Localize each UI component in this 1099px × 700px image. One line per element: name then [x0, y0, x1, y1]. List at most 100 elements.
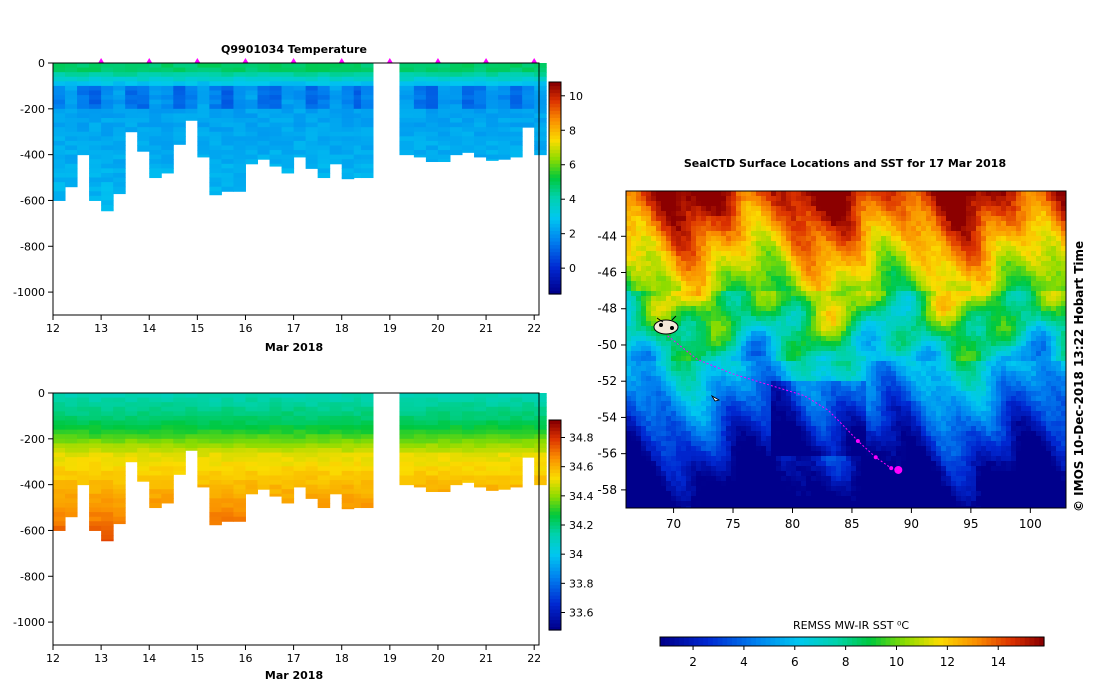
sst-cell — [881, 336, 887, 342]
sst-cell — [1056, 301, 1062, 307]
colorbar-tick-label: 33.6 — [569, 607, 594, 620]
sst-cell — [1061, 216, 1066, 222]
sst-cell — [981, 261, 987, 267]
sst-cell — [776, 211, 782, 217]
salinity-plot-frame — [52, 392, 540, 646]
section-cell — [233, 489, 246, 495]
sst-cell — [816, 276, 822, 282]
section-cell — [161, 489, 174, 495]
sst-cell — [811, 231, 817, 237]
sst-cell — [946, 281, 952, 287]
sst-cell — [916, 206, 922, 212]
sst-cell — [976, 271, 982, 277]
sst-cell — [866, 356, 872, 362]
sst-cell — [1041, 276, 1047, 282]
section-cell — [353, 145, 362, 151]
section-cell — [65, 457, 78, 463]
sst-cell — [971, 281, 977, 287]
sst-cell — [906, 231, 912, 237]
sst-cell — [731, 296, 737, 302]
sst-cell — [931, 201, 937, 207]
sst-cell — [856, 301, 862, 307]
sst-cell — [861, 296, 867, 302]
sst-cell — [761, 326, 767, 332]
sst-cell — [1036, 251, 1042, 257]
sst-cell — [936, 256, 942, 262]
section-cell — [101, 443, 114, 449]
sst-cell — [1056, 251, 1062, 257]
section-cell — [245, 99, 259, 105]
section-cell — [360, 461, 374, 467]
section-cell — [360, 493, 374, 499]
sst-cell — [696, 206, 702, 212]
sst-cell — [826, 281, 832, 287]
sst-cell — [936, 276, 942, 282]
sst-cell — [646, 291, 652, 297]
sst-cell — [696, 281, 702, 287]
section-cell — [89, 425, 102, 431]
sst-cell — [816, 301, 822, 307]
section-cell — [329, 108, 343, 114]
section-cell — [353, 498, 362, 504]
section-cell — [233, 484, 246, 490]
section-cell — [486, 447, 499, 454]
section-cell — [329, 443, 343, 449]
section-cell — [329, 415, 343, 421]
sst-cell — [861, 336, 867, 342]
section-cell — [413, 470, 427, 476]
sst-cell — [736, 351, 742, 357]
sst-cell — [1016, 286, 1022, 292]
sst-cell — [811, 271, 817, 277]
section-cell — [89, 415, 102, 421]
section-cell — [257, 397, 271, 403]
section-cell — [89, 475, 102, 481]
sst-cell — [901, 351, 907, 357]
sst-cell — [916, 236, 922, 242]
colorbar-segment — [549, 500, 561, 505]
section-cell — [293, 145, 307, 151]
sst-cell — [1056, 331, 1062, 337]
section-cell — [486, 470, 499, 476]
sst-cell — [841, 291, 847, 297]
sst-cell — [776, 311, 782, 317]
section-cell — [113, 177, 126, 183]
sst-cell — [981, 331, 987, 337]
section-cell — [53, 461, 66, 467]
section-cell — [173, 104, 186, 110]
sst-cell — [691, 261, 697, 267]
sst-cell — [801, 221, 807, 227]
sst-cell — [1026, 351, 1032, 357]
section-cell — [486, 425, 499, 431]
sst-cell — [656, 306, 662, 312]
section-cell — [317, 99, 331, 105]
sst-cell — [826, 196, 832, 202]
sst-cell — [681, 271, 687, 277]
sst-cell — [676, 241, 682, 247]
section-cell — [437, 145, 451, 151]
sst-cell — [1031, 291, 1037, 297]
sst-cell — [851, 316, 857, 322]
sst-cell — [936, 326, 942, 332]
section-cell — [149, 415, 162, 421]
sst-cell — [921, 356, 927, 362]
sst-cell — [1046, 231, 1052, 237]
sst-cell — [811, 261, 817, 267]
sst-cell — [1026, 246, 1032, 252]
sst-cell — [1021, 321, 1027, 327]
sst-cell — [1061, 201, 1066, 207]
sst-cell — [731, 276, 737, 282]
sst-cell — [891, 191, 897, 197]
section-cell — [281, 85, 295, 91]
x-tick-label: 12 — [46, 322, 60, 335]
sst-cell — [836, 256, 842, 262]
sst-cell — [861, 236, 867, 242]
sst-cell — [916, 331, 922, 337]
section-cell — [245, 131, 259, 137]
sst-cell — [961, 271, 967, 277]
section-cell — [269, 81, 283, 87]
sst-cell — [651, 241, 657, 247]
sst-cell — [736, 201, 742, 207]
section-cell — [113, 168, 126, 174]
sst-cell — [1051, 206, 1057, 212]
section-cell — [486, 108, 499, 114]
